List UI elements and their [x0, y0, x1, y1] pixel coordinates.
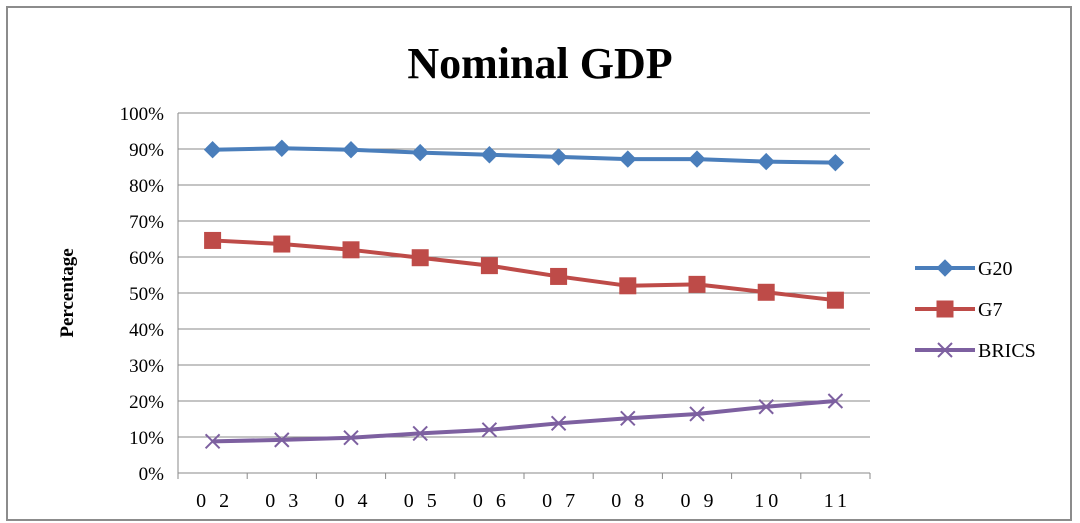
data-point-marker	[343, 430, 359, 446]
data-point-marker	[480, 257, 498, 275]
x-tick-label: 0 3	[265, 490, 302, 512]
x-tick-label: 0 9	[681, 490, 718, 512]
legend-label: G20	[978, 258, 1012, 280]
series-brics	[204, 393, 844, 450]
data-point-marker	[936, 259, 954, 277]
data-point-marker	[827, 393, 844, 409]
legend-item-g20: G20	[915, 258, 1012, 280]
x-tick-label: 0 7	[542, 490, 579, 512]
data-point-marker	[273, 139, 291, 157]
data-point-marker	[411, 143, 429, 162]
data-point-marker	[203, 141, 222, 159]
data-point-marker	[757, 283, 775, 301]
data-point-marker	[550, 415, 567, 432]
data-point-marker	[274, 432, 290, 448]
y-axis-label: Percentage	[57, 248, 78, 337]
data-point-marker	[550, 267, 568, 285]
grid-lines	[178, 112, 870, 438]
data-point-marker	[204, 433, 221, 450]
y-tick-label: 50%	[129, 284, 164, 305]
y-tick-label: 10%	[129, 428, 164, 449]
data-point-marker	[826, 291, 844, 309]
x-tick-label: 0 2	[196, 490, 233, 512]
series-line	[212, 146, 836, 165]
y-tick-label: 70%	[129, 212, 164, 233]
data-point-marker	[549, 148, 568, 166]
data-point-marker	[411, 249, 429, 267]
chart-title: Nominal GDP	[407, 39, 673, 88]
series-line	[212, 238, 836, 303]
y-axis-ticks: 0% 10% 20% 30% 40% 50% 60% 70% 80% 90% 100%	[120, 104, 165, 485]
y-tick-label: 60%	[129, 248, 164, 269]
data-point-marker	[273, 235, 291, 253]
data-point-marker	[688, 275, 706, 293]
data-point-marker	[620, 410, 636, 426]
data-point-marker	[412, 425, 428, 442]
data-point-marker	[342, 241, 360, 259]
legend-label: G7	[978, 299, 1002, 321]
chart-frame	[6, 6, 1072, 521]
x-axis-ticks: 0 2 0 3 0 4 0 5 0 6 0 7 0 8 0 9 10 11	[177, 473, 871, 512]
data-point-marker	[689, 406, 705, 422]
data-point-marker	[758, 399, 774, 415]
data-point-marker	[619, 277, 637, 295]
data-point-marker	[757, 152, 775, 171]
data-point-marker	[937, 342, 953, 358]
legend-item-g7: G7	[915, 299, 1002, 321]
y-tick-label: 80%	[129, 176, 164, 197]
x-tick-label: 0 4	[335, 490, 372, 512]
legend-item-brics: BRICS	[915, 340, 1036, 362]
y-tick-label: 0%	[139, 464, 165, 485]
y-tick-label: 40%	[129, 320, 164, 341]
series-layer	[203, 139, 845, 450]
data-point-marker	[481, 422, 498, 438]
data-point-marker	[480, 146, 499, 164]
data-point-marker	[204, 231, 222, 249]
y-tick-label: 100%	[120, 104, 165, 125]
y-tick-label: 30%	[129, 356, 164, 377]
y-tick-label: 90%	[129, 140, 164, 161]
axes	[177, 113, 870, 474]
x-tick-label: 11	[824, 490, 851, 512]
legend-label: BRICS	[978, 340, 1036, 362]
series-g20	[203, 139, 845, 172]
y-tick-label: 20%	[129, 392, 164, 413]
data-point-marker	[826, 153, 845, 172]
data-point-marker	[619, 150, 637, 168]
x-tick-label: 0 6	[473, 490, 510, 512]
x-tick-label: 0 8	[611, 490, 648, 512]
legend: G20 G7 BRICS	[915, 258, 1036, 362]
data-point-marker	[688, 150, 706, 168]
x-tick-label: 0 5	[404, 490, 441, 512]
x-tick-label: 10	[754, 490, 782, 512]
series-line	[212, 399, 836, 444]
data-point-marker	[342, 141, 360, 159]
data-point-marker	[936, 300, 954, 318]
series-g7	[204, 231, 844, 309]
